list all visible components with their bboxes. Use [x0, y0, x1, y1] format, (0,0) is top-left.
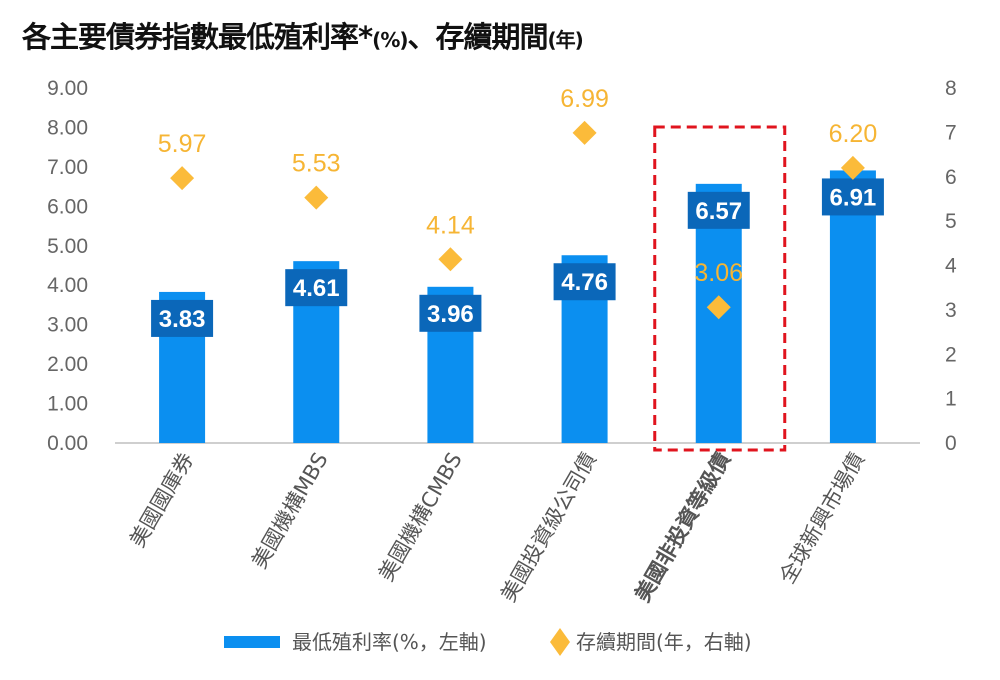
left-axis-tick: 1.00 [47, 393, 88, 416]
left-axis-tick: 8.00 [47, 116, 88, 139]
bar-label-box [285, 269, 348, 307]
left-axis-tick: 9.00 [47, 77, 88, 100]
duration-diamond [706, 295, 731, 320]
bar-label-box [687, 191, 750, 229]
bar-label: 4.76 [561, 269, 608, 296]
right-axis-tick: 1 [945, 388, 957, 411]
bar [829, 170, 876, 443]
duration-label: 6.99 [560, 85, 609, 113]
right-axis-tick: 6 [945, 166, 957, 189]
highlight-box [653, 125, 787, 452]
duration-label: 3.06 [694, 259, 743, 287]
right-axis-tick: 4 [945, 255, 957, 278]
left-axis-tick: 6.00 [47, 195, 88, 218]
right-axis-tick: 3 [945, 299, 957, 322]
bar-label: 4.61 [293, 275, 340, 302]
title-middle: 、存續期間 [407, 20, 549, 54]
duration-label: 6.20 [829, 120, 878, 148]
legend-bar-label: 最低殖利率(%，左軸) [292, 630, 487, 654]
title-unit-1: (%) [372, 28, 408, 52]
duration-diamond [438, 247, 463, 272]
left-axis-tick: 3.00 [47, 314, 88, 337]
bar-label: 6.57 [695, 198, 742, 225]
category-label: 美國機構MBS [247, 449, 333, 573]
title-unit-2: (年) [547, 28, 584, 52]
bar-label-box [821, 178, 884, 216]
duration-label: 4.14 [426, 211, 475, 239]
bar-label: 3.83 [159, 306, 206, 333]
right-axis-tick: 0 [945, 432, 957, 455]
right-axis-tick: 7 [945, 121, 957, 144]
left-axis-tick: 4.00 [47, 274, 88, 297]
category-label: 全球新興市場債 [775, 449, 869, 588]
legend-diamond-label: 存續期間(年，右軸) [576, 630, 752, 654]
bar-label-box [151, 299, 214, 337]
right-axis-tick: 5 [945, 210, 957, 233]
left-axis-tick: 2.00 [47, 353, 88, 376]
duration-diamond [170, 166, 195, 191]
category-label: 美國投資級公司債 [496, 449, 601, 606]
bar-label: 3.96 [427, 301, 474, 328]
title-main: 各主要債券指數最低殖利率* [22, 20, 373, 54]
right-axis-tick: 8 [945, 77, 957, 100]
category-label: 美國非投資等級債 [630, 449, 735, 606]
left-axis-tick: 7.00 [47, 156, 88, 179]
right-axis-tick: 2 [945, 343, 957, 366]
duration-label: 5.53 [292, 150, 341, 178]
bar-label-box [553, 263, 616, 301]
category-label: 美國國庫券 [125, 449, 198, 552]
legend-diamond-icon [550, 628, 570, 656]
bar-label: 6.91 [830, 184, 877, 211]
category-label: 美國機構CMBS [374, 449, 467, 586]
legend-bar-swatch [224, 636, 280, 648]
duration-diamond [572, 120, 597, 145]
duration-diamond [304, 185, 329, 210]
bar-label-box [419, 294, 482, 332]
duration-diamond [840, 155, 865, 180]
left-axis-tick: 5.00 [47, 235, 88, 258]
chart-title: 各主要債券指數最低殖利率*(%)、存續期間(年) [22, 14, 584, 56]
left-axis-tick: 0.00 [47, 432, 88, 455]
duration-label: 5.97 [158, 130, 207, 158]
